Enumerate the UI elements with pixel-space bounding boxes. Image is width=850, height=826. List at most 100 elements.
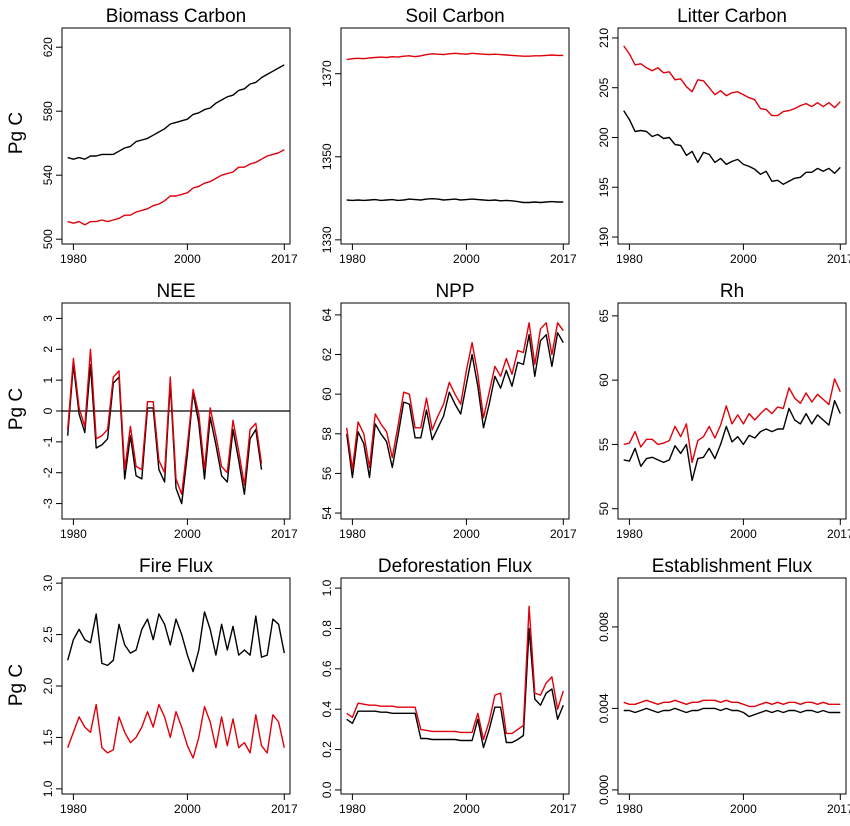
panel-7-ytick-label-0: 1.0 [41, 780, 55, 797]
panel-1-series-red-line [67, 148, 285, 226]
panel-8-ytick-label-0: 0.0 [320, 781, 334, 798]
panel-2-xtick-label-1: 2000 [453, 252, 480, 266]
panel-2-series-red-line [346, 52, 564, 61]
panel-8-ytick-label-2: 0.4 [320, 701, 334, 718]
panel-9-xtick-label-2: 2017 [827, 802, 850, 816]
panel-2-frame [340, 27, 570, 245]
panel-9-title: Establishment Flux [652, 556, 813, 577]
panel-2-ytick-label-2: 1370 [320, 60, 334, 87]
panel-1-xtick-label-2: 2017 [271, 252, 298, 266]
panel-8-title: Deforestation Flux [378, 556, 533, 577]
panel-6-ytick-label-2: 60 [597, 373, 611, 387]
panel-7-ytick-label-2: 2.0 [41, 677, 55, 694]
panel-4-series-black-line [67, 364, 263, 505]
panel-9-frame [617, 577, 847, 795]
panel-1-ytick-label-1: 540 [41, 165, 55, 185]
panel-1-xtick-label-1: 2000 [174, 252, 201, 266]
panel-9-series-red-line [623, 699, 841, 708]
panel-6-xtick-label-1: 2000 [730, 527, 757, 541]
panel-5-ytick-label-4: 62 [320, 348, 334, 362]
panel-5-ytick-label-1: 56 [320, 466, 334, 480]
panel-1-frame [61, 27, 291, 245]
panel-7-ytick-label-1: 1.5 [41, 729, 55, 746]
panel-9-series-black-line [623, 707, 841, 718]
panel-3-ytick-label-0: 190 [597, 227, 611, 247]
panel-5-title: NPP [435, 281, 474, 302]
panel-4-series-red-line [67, 348, 263, 495]
panel-8-xtick-label-0: 1980 [339, 802, 366, 816]
panel-7-series-black-line [67, 611, 285, 673]
panel-3-frame [617, 27, 847, 245]
panel-1-xtick-label-0: 1980 [60, 252, 87, 266]
panel-4-ytick-label-6: 3 [41, 315, 55, 322]
panel-3-xtick-label-0: 1980 [616, 252, 643, 266]
panel-2-xtick-label-2: 2017 [550, 252, 577, 266]
panel-8-xtick-label-1: 2000 [453, 802, 480, 816]
panel-4-xtick-label-0: 1980 [60, 527, 87, 541]
panel-2-ytick-label-0: 1330 [320, 226, 334, 253]
panel-7-title: Fire Flux [139, 556, 213, 577]
panel-1-title: Biomass Carbon [106, 6, 246, 27]
panel-3-xtick-label-1: 2000 [730, 252, 757, 266]
panel-5-frame [340, 302, 570, 520]
panel-9-ytick-label-0: 0.000 [597, 775, 611, 805]
panel-7-xtick-label-2: 2017 [271, 802, 298, 816]
panel-5-series-red-line [346, 322, 564, 471]
panel-8-ytick-label-4: 0.8 [320, 620, 334, 637]
panel-4-xtick-label-1: 2000 [174, 527, 201, 541]
panel-8-frame [340, 577, 570, 795]
panel-2-series-black-line [346, 197, 564, 204]
panel-3-ytick-label-4: 210 [597, 28, 611, 48]
panel-6-ytick-label-0: 50 [597, 502, 611, 516]
panel-8-ytick-label-5: 1.0 [320, 579, 334, 596]
panel-5-series-black-line [346, 332, 564, 479]
panel-7-xtick-label-0: 1980 [60, 802, 87, 816]
panel-8-ytick-label-3: 0.6 [320, 660, 334, 677]
panel-3-ytick-label-2: 200 [597, 127, 611, 147]
panel-4-ytick-label-3: 0 [41, 407, 55, 414]
panel-8-series-black-line [346, 627, 564, 749]
panel-5-xtick-label-0: 1980 [339, 527, 366, 541]
panel-3-series-red-line [623, 45, 841, 117]
y-axis-label-row-1: Pg C [6, 112, 27, 154]
panel-4-ytick-label-1: -2 [41, 467, 55, 478]
panel-1-series-black-line [67, 64, 285, 160]
panel-5-ytick-label-2: 58 [320, 427, 334, 441]
panel-5-xtick-label-2: 2017 [550, 527, 577, 541]
panel-6-frame [617, 302, 847, 520]
panel-2-ytick-label-1: 1350 [320, 143, 334, 170]
panel-4-title: NEE [156, 281, 195, 302]
panel-5-ytick-label-5: 64 [320, 308, 334, 322]
y-axis-label-row-2: Pg C [6, 388, 27, 430]
panel-6-ytick-label-1: 55 [597, 437, 611, 451]
panel-9-xtick-label-0: 1980 [616, 802, 643, 816]
panel-1-ytick-label-3: 620 [41, 37, 55, 57]
panel-3-series-black-line [623, 110, 841, 186]
panel-7-series-red-line [67, 703, 285, 759]
panel-8-xtick-label-2: 2017 [550, 802, 577, 816]
panel-4-ytick-label-4: 1 [41, 376, 55, 383]
panel-3-ytick-label-3: 205 [597, 77, 611, 97]
panel-1-ytick-label-0: 500 [41, 229, 55, 249]
panel-4-ytick-label-0: -3 [41, 498, 55, 509]
panel-8-series-red-line [346, 605, 564, 741]
panel-6-xtick-label-0: 1980 [616, 527, 643, 541]
panel-6-series-black-line [623, 400, 841, 482]
panel-4-ytick-label-2: -1 [41, 436, 55, 447]
panel-9-ytick-label-1: 0.004 [597, 693, 611, 723]
panel-4-ytick-label-5: 2 [41, 346, 55, 353]
y-axis-label-row-3: Pg C [6, 664, 27, 706]
panel-7-ytick-label-3: 2.5 [41, 626, 55, 643]
panel-5-ytick-label-0: 54 [320, 506, 334, 520]
panel-8-ytick-label-1: 0.2 [320, 741, 334, 758]
panel-2-xtick-label-0: 1980 [339, 252, 366, 266]
panel-5-xtick-label-1: 2000 [453, 527, 480, 541]
panel-9-ytick-label-2: 0.008 [597, 612, 611, 642]
panel-4-xtick-label-2: 2017 [271, 527, 298, 541]
panel-9-xtick-label-1: 2000 [730, 802, 757, 816]
panel-6-ytick-label-3: 65 [597, 309, 611, 323]
panel-3-xtick-label-2: 2017 [827, 252, 850, 266]
panel-1-ytick-label-2: 580 [41, 101, 55, 121]
panel-5-ytick-label-3: 60 [320, 387, 334, 401]
